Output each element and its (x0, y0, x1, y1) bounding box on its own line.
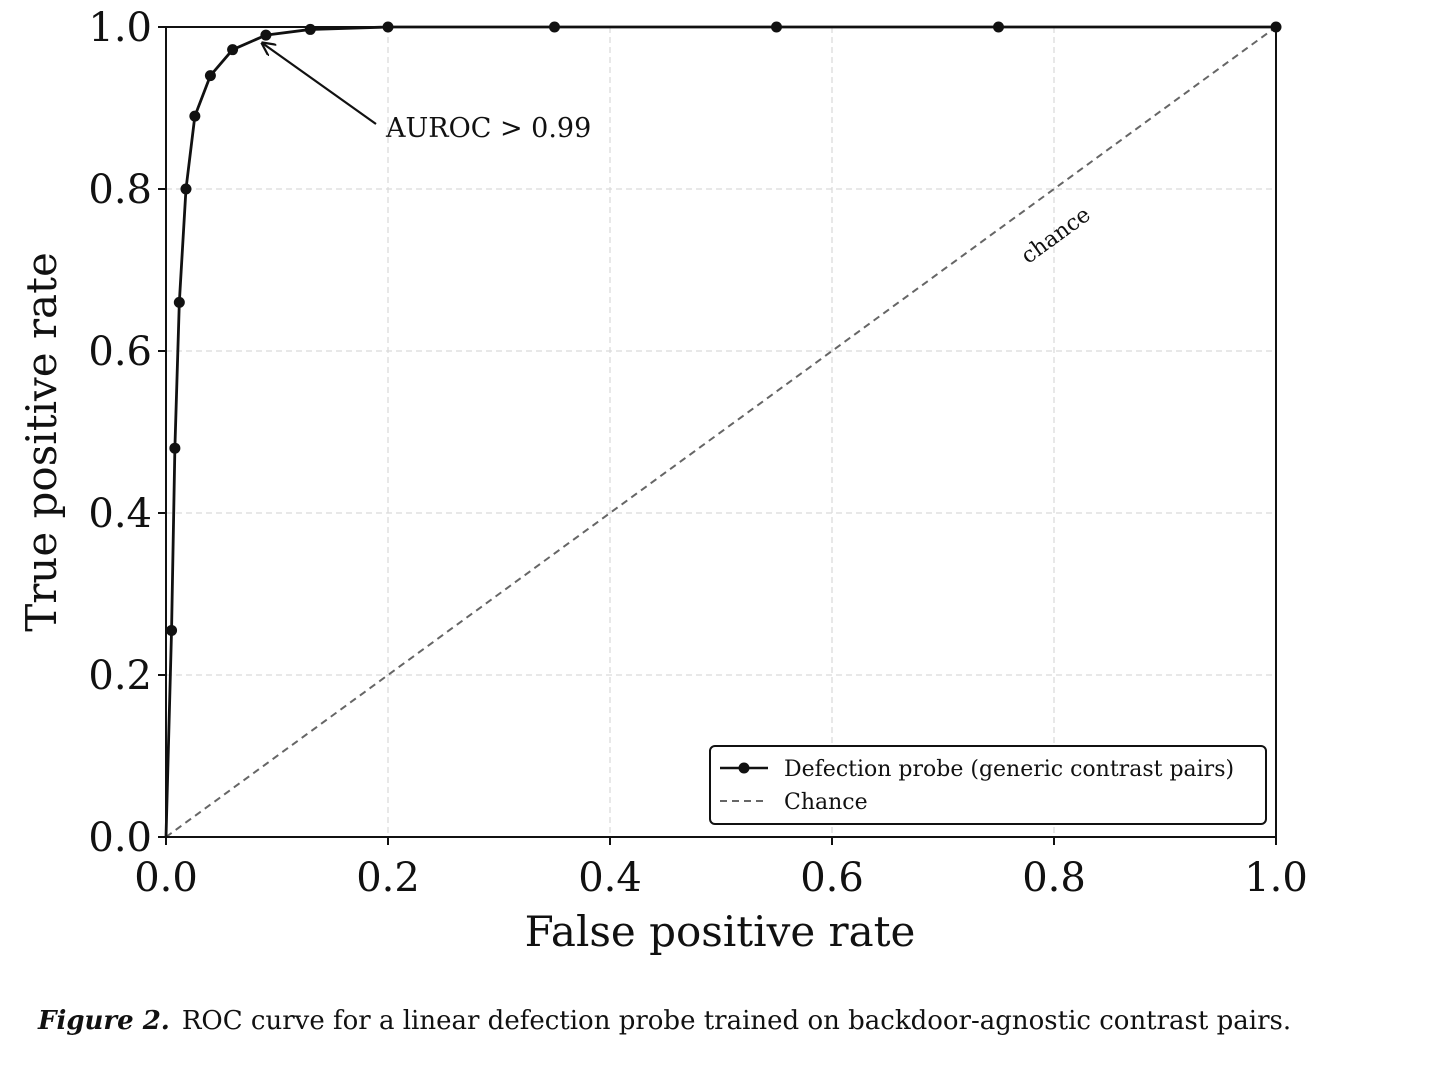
y-tick-label: 0.4 (88, 491, 152, 537)
roc-curve-point (166, 624, 178, 636)
roc-curve-point (304, 23, 316, 35)
auroc-arrow (262, 43, 377, 125)
roc-curve-point (180, 183, 192, 195)
roc-curve-point (173, 296, 185, 308)
x-tick-label: 1.0 (1244, 855, 1308, 901)
legend-label-probe: Defection probe (generic contrast pairs) (784, 757, 1234, 782)
chance-series (165, 26, 1277, 838)
figure-caption: Figure 2. ROC curve for a linear defectio… (38, 1006, 1438, 1036)
roc-curve-point (189, 110, 201, 122)
legend-marker-probe (738, 762, 750, 774)
y-tick-label: 1.0 (88, 5, 152, 51)
x-tick-label: 0.6 (800, 855, 864, 901)
x-tick-label: 0.0 (134, 855, 198, 901)
auroc-annotation: AUROC > 0.99 (262, 43, 591, 144)
y-axis-label: True positive rate (17, 252, 66, 632)
y-tick-label: 0.6 (88, 329, 152, 375)
x-tick-label: 0.4 (578, 855, 642, 901)
figure-caption-text: ROC curve for a linear defection probe t… (181, 1006, 1292, 1036)
grid-lines (166, 27, 1276, 837)
x-tick-label: 0.2 (356, 855, 420, 901)
legend-box (709, 745, 1267, 825)
y-tick-label: 0.0 (88, 815, 152, 861)
y-tick-label: 0.8 (88, 167, 152, 213)
x-axis-label: False positive rate (525, 907, 916, 956)
axis-ticks: 0.0 0.2 0.4 0.6 0.8 1.0 0.0 0.2 0.4 0.6 0.8 1.0 (88, 5, 1307, 901)
roc-curve-point (260, 29, 272, 41)
figure-caption-label: Figure 2. (38, 1006, 170, 1036)
roc-curve-point (227, 44, 239, 56)
legend-label-chance: Chance (784, 790, 868, 815)
y-tick-label: 0.2 (88, 653, 152, 699)
roc-curve-point (169, 442, 181, 454)
x-tick-label: 0.8 (1022, 855, 1086, 901)
roc-curve-point (204, 70, 216, 82)
chance-annotation-text: chance (1017, 202, 1096, 269)
legend: Defection probe (generic contrast pairs)… (709, 745, 1267, 825)
chance-line (165, 26, 1277, 838)
auroc-annotation-text: AUROC > 0.99 (385, 113, 591, 144)
plot-frame (165, 26, 1277, 838)
